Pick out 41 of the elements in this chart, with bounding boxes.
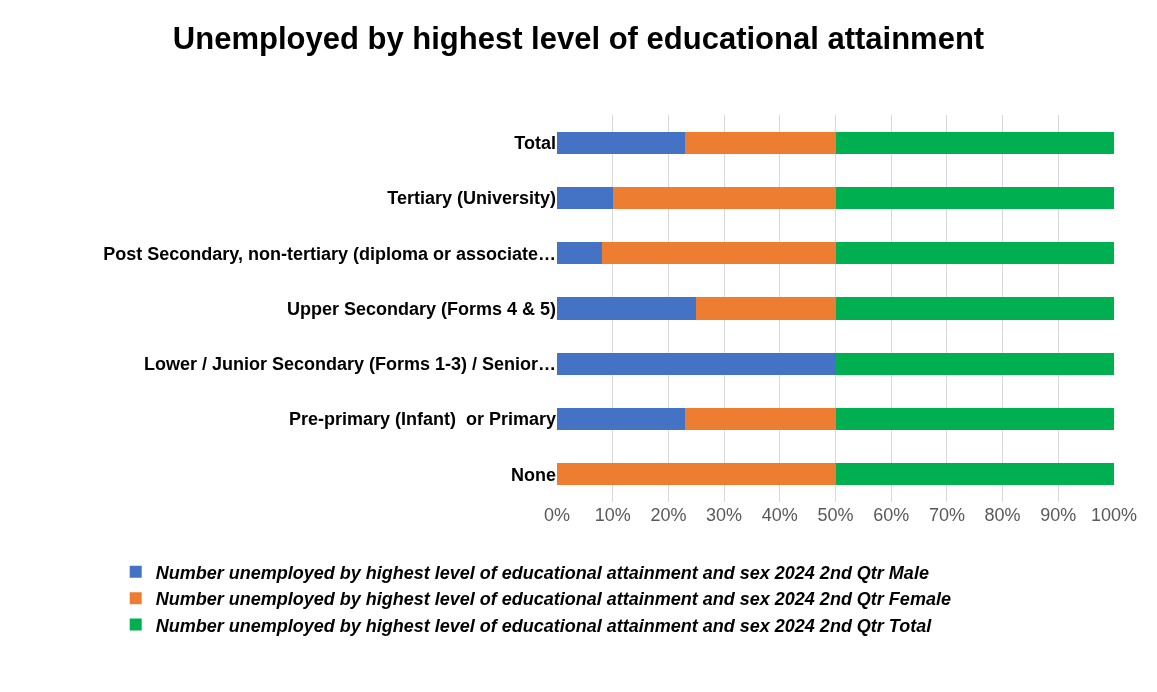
x-tick-label: 70% [928,505,965,525]
bar [557,131,686,154]
y-tick-label: Total [514,132,556,153]
bar [685,131,836,154]
bar [835,352,1114,375]
bar [557,352,836,375]
bar [835,463,1114,486]
y-tick-label: Pre-primary (Infant) or Primary [288,409,556,430]
bar [557,186,613,209]
y-tick-label: Lower / Junior Secondary (Forms 1-3) / Senior… [143,354,556,375]
bar [696,297,836,320]
x-tick-label: 60% [873,505,910,525]
y-tick-label: Post Secondary, non-tertiary (diploma or associate… [103,243,556,264]
x-tick-label: 90% [1040,505,1077,525]
bar [835,297,1114,320]
bar [835,408,1114,431]
bar [557,242,602,265]
y-tick-label: None [511,464,556,485]
x-tick-label: 0% [543,505,571,525]
x-tick-label: 100% [1090,505,1138,525]
x-tick-label: 30% [706,505,743,525]
bar [835,131,1114,154]
chart-title: Unemployed by highest level of educational attainment [172,21,985,57]
bar [557,408,686,431]
x-tick-label: 20% [650,505,687,525]
bar [601,242,836,265]
y-tick-label: Tertiary (University) [387,188,556,209]
y-tick-label: Upper Secondary (Forms 4 & 5) [286,298,556,319]
x-tick-label: 80% [984,505,1021,525]
bar [685,408,836,431]
legend-label: Number unemployed by highest level of educational attainment and sex 2024 2nd Qtr Male [155,562,929,583]
bar [835,186,1114,209]
x-tick-label: 40% [761,505,798,525]
legend-label: Number unemployed by highest level of educational attainment and sex 2024 2nd Qtr Total [155,615,933,636]
x-tick-label: 10% [594,505,631,525]
bar [557,297,697,320]
x-tick-label: 50% [817,505,854,525]
bar [557,463,836,486]
legend-label: Number unemployed by highest level of educational attainment and sex 2024 2nd Qtr Female [155,589,951,610]
bar [612,186,836,209]
bar [835,242,1114,265]
